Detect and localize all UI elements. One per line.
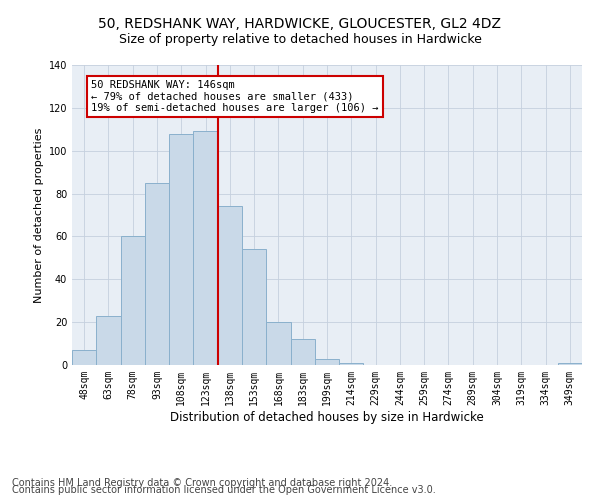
- Bar: [290, 340, 315, 365]
- Bar: [145, 183, 169, 365]
- Bar: [193, 132, 218, 365]
- Bar: [339, 363, 364, 365]
- Bar: [72, 350, 96, 365]
- Text: Contains HM Land Registry data © Crown copyright and database right 2024.: Contains HM Land Registry data © Crown c…: [12, 478, 392, 488]
- Text: 50, REDSHANK WAY, HARDWICKE, GLOUCESTER, GL2 4DZ: 50, REDSHANK WAY, HARDWICKE, GLOUCESTER,…: [98, 18, 502, 32]
- Bar: [315, 358, 339, 365]
- X-axis label: Distribution of detached houses by size in Hardwicke: Distribution of detached houses by size …: [170, 410, 484, 424]
- Bar: [266, 322, 290, 365]
- Text: Contains public sector information licensed under the Open Government Licence v3: Contains public sector information licen…: [12, 485, 436, 495]
- Y-axis label: Number of detached properties: Number of detached properties: [34, 128, 44, 302]
- Text: Size of property relative to detached houses in Hardwicke: Size of property relative to detached ho…: [119, 32, 481, 46]
- Bar: [218, 206, 242, 365]
- Text: 50 REDSHANK WAY: 146sqm
← 79% of detached houses are smaller (433)
19% of semi-d: 50 REDSHANK WAY: 146sqm ← 79% of detache…: [91, 80, 379, 113]
- Bar: [96, 316, 121, 365]
- Bar: [121, 236, 145, 365]
- Bar: [242, 250, 266, 365]
- Bar: [558, 363, 582, 365]
- Bar: [169, 134, 193, 365]
